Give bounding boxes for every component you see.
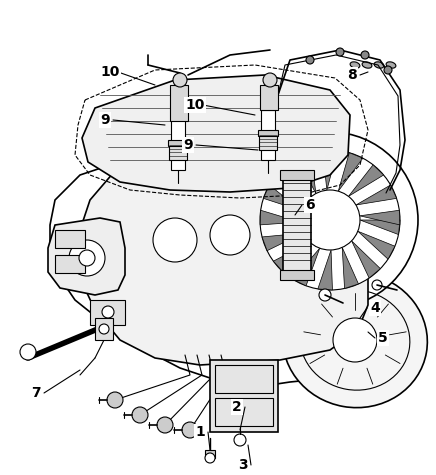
Circle shape: [300, 190, 360, 250]
Text: 3: 3: [238, 458, 248, 472]
Text: 9: 9: [100, 113, 110, 127]
Polygon shape: [360, 220, 400, 235]
Polygon shape: [80, 158, 368, 365]
Text: 7: 7: [31, 386, 41, 400]
Ellipse shape: [386, 62, 396, 68]
Ellipse shape: [362, 62, 372, 68]
Circle shape: [319, 289, 331, 301]
Bar: [215, 365, 273, 393]
Bar: [55, 230, 85, 248]
Circle shape: [99, 324, 109, 334]
Polygon shape: [358, 231, 395, 259]
Bar: [171, 120, 185, 170]
Bar: [283, 175, 311, 275]
Bar: [260, 85, 278, 110]
Bar: [280, 270, 314, 280]
Polygon shape: [276, 165, 307, 201]
Bar: [169, 145, 187, 160]
Circle shape: [157, 417, 173, 433]
Circle shape: [107, 392, 123, 408]
Polygon shape: [360, 210, 400, 225]
Circle shape: [234, 434, 246, 446]
Polygon shape: [293, 248, 320, 286]
Circle shape: [260, 150, 400, 290]
Bar: [205, 450, 215, 458]
Bar: [280, 170, 314, 180]
Circle shape: [102, 306, 114, 318]
Polygon shape: [82, 75, 350, 192]
Circle shape: [210, 215, 250, 255]
Circle shape: [20, 344, 36, 360]
Circle shape: [306, 56, 314, 64]
Polygon shape: [262, 233, 303, 251]
Polygon shape: [50, 155, 370, 387]
Ellipse shape: [350, 62, 360, 68]
Bar: [210, 360, 278, 432]
Text: 2: 2: [232, 400, 242, 414]
Circle shape: [372, 280, 382, 290]
Ellipse shape: [374, 62, 384, 68]
Circle shape: [79, 250, 95, 266]
Circle shape: [333, 318, 377, 362]
Polygon shape: [318, 250, 332, 290]
Text: 10: 10: [185, 98, 204, 112]
Ellipse shape: [283, 272, 427, 408]
Circle shape: [132, 407, 148, 423]
Polygon shape: [338, 152, 363, 191]
Polygon shape: [260, 210, 300, 225]
Text: 5: 5: [378, 331, 388, 345]
Text: 1: 1: [195, 425, 205, 439]
Polygon shape: [273, 242, 310, 272]
Circle shape: [173, 73, 187, 87]
Bar: [90, 300, 125, 325]
Bar: [215, 398, 273, 426]
Polygon shape: [351, 241, 380, 278]
Text: 4: 4: [370, 301, 380, 315]
Bar: [261, 110, 275, 160]
Polygon shape: [297, 152, 316, 193]
Polygon shape: [48, 218, 125, 295]
Bar: [168, 140, 188, 146]
Text: 10: 10: [100, 65, 120, 79]
Bar: [95, 318, 113, 340]
Text: 9: 9: [183, 138, 193, 152]
Polygon shape: [356, 185, 397, 205]
Circle shape: [205, 453, 215, 463]
Bar: [170, 85, 188, 121]
Polygon shape: [323, 151, 337, 190]
Circle shape: [336, 48, 344, 56]
Circle shape: [384, 66, 392, 74]
Polygon shape: [348, 165, 384, 196]
Circle shape: [242, 132, 418, 308]
Circle shape: [153, 218, 197, 262]
Circle shape: [263, 73, 277, 87]
Text: 6: 6: [305, 198, 315, 212]
Bar: [259, 135, 277, 150]
Bar: [258, 130, 278, 136]
Text: 8: 8: [347, 68, 357, 82]
Polygon shape: [342, 247, 358, 288]
Circle shape: [182, 422, 198, 438]
Polygon shape: [263, 185, 301, 211]
Circle shape: [69, 240, 105, 276]
Bar: [55, 255, 85, 273]
Circle shape: [361, 51, 369, 59]
